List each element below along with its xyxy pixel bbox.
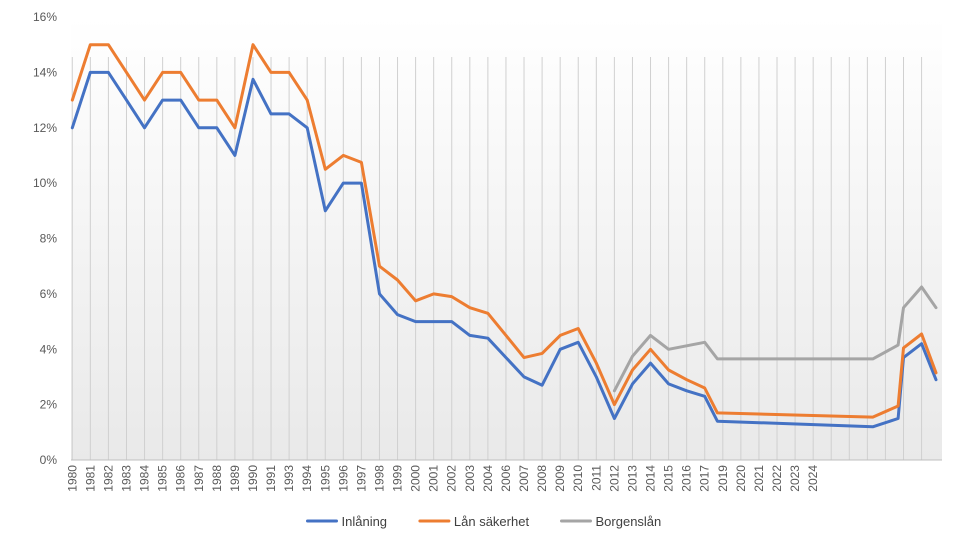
legend-label: Inlåning	[342, 514, 388, 529]
x-tick-label: 2014	[644, 465, 658, 492]
x-tick-label: 1986	[174, 465, 188, 492]
legend-label: Lån säkerhet	[454, 514, 530, 529]
plot-area-background	[71, 17, 942, 460]
x-tick-label: 2007	[517, 465, 531, 492]
x-tick-label: 1993	[282, 465, 296, 492]
x-tick-label: 2017	[698, 465, 712, 492]
x-tick-label: 1996	[336, 465, 350, 492]
legend: Inlåning Lån säkerhet Borgenslån	[306, 514, 662, 529]
x-tick-label: 2006	[499, 465, 513, 492]
series-line-inl-ning	[70, 70, 938, 429]
x-tick-label: 2012	[607, 465, 621, 492]
x-tick-label: 2021	[752, 465, 766, 492]
x-tick-label: 1998	[372, 465, 386, 492]
x-tick-label: 2013	[625, 465, 639, 492]
y-tick-label: 14%	[33, 65, 57, 79]
y-tick-label: 6%	[40, 287, 58, 301]
y-tick-label: 16%	[33, 10, 57, 24]
x-tick-label: 2009	[553, 465, 567, 492]
x-tick-label: 1984	[138, 465, 152, 492]
x-tick-label: 2002	[445, 465, 459, 492]
x-tick-label: 2000	[409, 465, 423, 492]
x-tick-label: 1988	[210, 465, 224, 492]
series-line-borgensl-n	[612, 285, 938, 393]
x-tick-label: 2016	[680, 465, 694, 492]
y-tick-label: 10%	[33, 176, 57, 190]
x-tick-label: 1987	[192, 465, 206, 492]
x-tick-label: 2022	[770, 465, 784, 492]
x-tick-label: 1983	[119, 465, 133, 492]
y-tick-label: 12%	[33, 121, 57, 135]
x-tick-label: 1999	[391, 465, 405, 492]
x-tick-label: 1997	[354, 465, 368, 492]
x-tick-label: 2001	[427, 465, 441, 492]
x-tick-label: 2023	[788, 465, 802, 492]
x-tick-label: 2010	[571, 465, 585, 492]
x-tick-label: 2004	[481, 465, 495, 492]
x-tick-label: 2011	[589, 465, 603, 491]
x-tick-label: 1991	[264, 465, 278, 492]
y-tick-label: 2%	[40, 398, 58, 412]
x-tick-label: 2020	[734, 465, 748, 492]
y-tick-label: 8%	[40, 232, 58, 246]
x-tick-label: 2019	[716, 465, 730, 492]
x-tick-label: 1990	[246, 465, 260, 492]
gridlines	[71, 57, 923, 460]
x-tick-label: 2024	[806, 465, 820, 492]
x-tick-label: 2003	[463, 465, 477, 492]
x-tick-label: 1994	[300, 465, 314, 492]
x-tick-label: 1982	[101, 465, 115, 492]
legend-label: Borgenslån	[596, 514, 662, 529]
x-tick-label: 1989	[228, 465, 242, 492]
x-tick-label: 2008	[535, 465, 549, 492]
x-tick-label: 2015	[662, 465, 676, 492]
x-tick-label: 1980	[65, 465, 79, 492]
y-tick-label: 0%	[40, 453, 58, 467]
series-lines	[70, 43, 938, 429]
series-line-l-n-s-kerhet	[70, 43, 938, 419]
x-tick-label: 1981	[83, 465, 97, 492]
x-tick-label: 1985	[156, 465, 170, 492]
axes: 0% 2% 4% 6% 8% 10% 12% 14% 16% 1980 1981 1982 1983 19…	[33, 10, 942, 492]
y-tick-label: 4%	[40, 342, 58, 356]
x-tick-label: 1995	[318, 465, 332, 492]
